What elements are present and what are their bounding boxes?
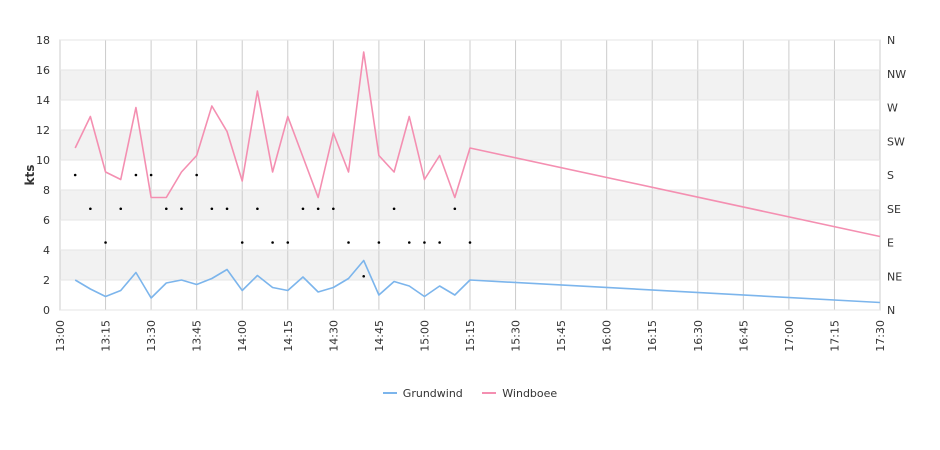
x-tick-label: 14:00 <box>236 320 249 352</box>
direction-tick-label: SW <box>887 135 905 148</box>
series-line-windboee <box>74 51 881 238</box>
x-tick-label: 14:30 <box>327 320 340 352</box>
y-tick-label: 10 <box>36 154 50 167</box>
x-axis-ticks: 13:00 13:15 13:30 13:45 14:00 14:15 14:30 14:45… <box>54 320 887 352</box>
x-tick-label: 16:30 <box>692 320 705 352</box>
y-tick-label: 4 <box>43 244 50 257</box>
legend-label-grundwind: Grundwind <box>402 386 463 400</box>
direction-marker <box>104 241 107 244</box>
x-tick-label: 13:00 <box>54 320 67 352</box>
direction-tick-label: NE <box>887 270 902 283</box>
direction-marker <box>149 173 153 177</box>
direction-axis-ticks: N NE E SE S SW W NW N <box>887 34 906 317</box>
y-tick-label: 12 <box>36 124 50 137</box>
direction-marker <box>332 207 335 211</box>
x-tick-label: 14:45 <box>373 320 386 352</box>
direction-marker <box>195 173 198 177</box>
direction-marker <box>210 207 214 211</box>
y-tick-label: 16 <box>36 64 50 77</box>
direction-marker <box>316 207 320 211</box>
x-tick-label: 17:15 <box>828 320 841 352</box>
x-tick-label: 13:15 <box>100 320 113 352</box>
direction-marker <box>392 207 396 211</box>
direction-marker <box>225 207 229 211</box>
y-axis-label: kts <box>23 165 37 186</box>
direction-tick-label: E <box>887 237 894 250</box>
horizontal-gridlines <box>60 39 880 311</box>
x-tick-label: 15:00 <box>418 320 431 352</box>
x-tick-label: 13:30 <box>145 320 158 352</box>
direction-marker <box>180 207 183 211</box>
y-tick-label: 6 <box>43 214 50 227</box>
x-tick-label: 16:15 <box>646 320 659 352</box>
x-tick-label: 16:45 <box>737 320 750 352</box>
direction-marker <box>423 241 426 244</box>
x-tick-label: 15:15 <box>464 320 477 352</box>
direction-marker <box>468 241 472 244</box>
series-line-grundwind <box>74 259 881 304</box>
direction-marker <box>453 207 457 211</box>
vertical-gridlines <box>59 39 881 311</box>
y-tick-label: 0 <box>43 304 50 317</box>
direction-marker <box>73 173 77 177</box>
direction-tick-label: NW <box>887 68 906 81</box>
legend-item-grundwind[interactable]: Grundwind <box>382 386 463 400</box>
x-tick-label: 16:00 <box>601 320 614 352</box>
y-tick-label: 18 <box>36 34 50 47</box>
direction-marker <box>164 207 168 211</box>
x-tick-label: 15:30 <box>510 320 523 352</box>
direction-marker <box>119 207 123 211</box>
direction-marker <box>407 241 411 244</box>
x-tick-label: 13:45 <box>191 320 204 352</box>
direction-tick-label: SE <box>887 203 901 216</box>
legend-swatch-windboee <box>482 392 497 394</box>
direction-marker <box>134 173 138 177</box>
direction-marker <box>89 207 92 211</box>
direction-tick-label: S <box>887 169 894 182</box>
direction-marker <box>240 241 244 244</box>
x-tick-label: 17:30 <box>874 320 887 352</box>
direction-tick-label: N <box>887 304 895 317</box>
y-tick-label: 2 <box>43 274 50 287</box>
x-tick-label: 14:15 <box>282 320 295 352</box>
direction-marker <box>271 241 274 244</box>
legend-label-windboee: Windboee <box>502 386 558 400</box>
direction-tick-label: W <box>887 102 898 115</box>
legend: Grundwind Windboee <box>0 384 940 400</box>
x-tick-label: 17:00 <box>783 320 796 352</box>
direction-marker <box>301 207 305 211</box>
direction-marker <box>438 241 441 244</box>
direction-markers <box>73 173 472 278</box>
direction-marker <box>377 241 381 244</box>
legend-swatch-grundwind <box>382 392 397 394</box>
legend-item-windboee[interactable]: Windboee <box>482 387 557 400</box>
direction-marker <box>256 207 259 211</box>
series-lines <box>74 51 881 304</box>
direction-tick-label: N <box>887 34 895 47</box>
y-axis-ticks: 0 2 4 6 8 10 12 14 16 18 <box>36 34 50 317</box>
y-tick-label: 14 <box>36 94 50 107</box>
direction-marker <box>362 274 366 278</box>
direction-marker <box>347 241 350 244</box>
direction-marker <box>286 241 290 244</box>
y-tick-label: 8 <box>43 184 50 197</box>
x-tick-label: 15:45 <box>555 320 568 352</box>
